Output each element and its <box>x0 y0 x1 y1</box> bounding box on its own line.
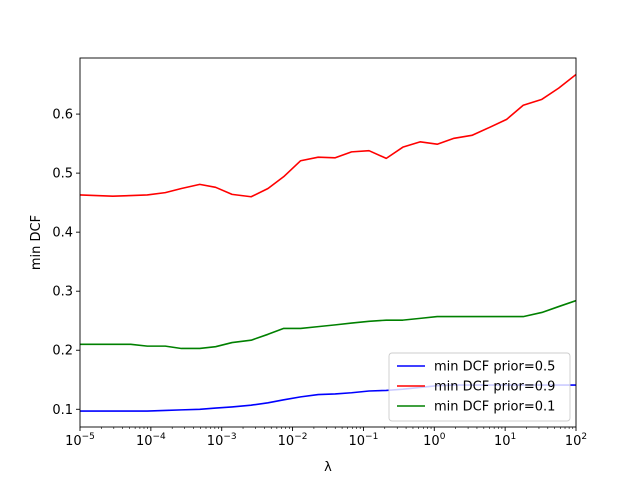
series-line-2 <box>80 73 576 198</box>
y-tick-label: 0.6 <box>52 108 73 123</box>
y-tick-label: 0.3 <box>52 285 73 300</box>
x-tick-label: 100 <box>423 432 446 449</box>
axes-layer: 10−5 10−4 10−3 10−2 10−1 100 101 102 0.1 0.2 0.3 0.… <box>29 57 587 475</box>
y-tick-label: 0.5 <box>52 167 73 182</box>
legend-label-1: min DCF prior=0.5 <box>434 360 555 375</box>
y-axis-label: min DCF <box>29 215 44 270</box>
x-tick-label: 102 <box>565 432 587 449</box>
legend-box <box>388 352 571 422</box>
x-tick-label: 10−2 <box>278 432 308 449</box>
x-tick-label: 10−3 <box>207 432 237 449</box>
x-axis-label: λ <box>324 460 332 475</box>
legend-label-3: min DCF prior=0.1 <box>434 400 555 415</box>
series-line-3 <box>80 299 576 350</box>
x-tick-label: 10−4 <box>136 432 166 449</box>
x-tick-label: 101 <box>494 432 516 449</box>
legend: min DCF prior=0.5 min DCF prior=0.9 min DC… <box>388 352 571 422</box>
x-tick-label: 10−1 <box>349 432 379 449</box>
y-tick-label: 0.4 <box>52 226 73 241</box>
y-tick-label: 0.1 <box>52 403 73 418</box>
axes-frame <box>79 57 577 428</box>
x-tick-label: 10−5 <box>65 432 95 449</box>
y-tick-label: 0.2 <box>52 344 73 359</box>
legend-label-2: min DCF prior=0.9 <box>434 380 555 395</box>
